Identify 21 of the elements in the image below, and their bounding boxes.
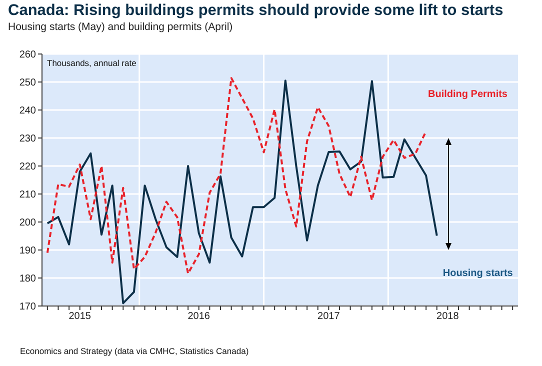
x-tick-label: 2017 bbox=[318, 311, 340, 322]
x-tick-label: 2018 bbox=[436, 311, 460, 322]
chart-title: Canada: Rising buildings permits should provide some lift to starts bbox=[8, 2, 504, 20]
y-tick-label: 190 bbox=[19, 246, 36, 257]
y-tick-label: 250 bbox=[19, 78, 36, 89]
line-series bbox=[46, 77, 428, 275]
y-tick-label: 170 bbox=[19, 302, 36, 313]
y-tick-label: 230 bbox=[19, 134, 36, 145]
text: Building Permits bbox=[428, 89, 508, 100]
x-tick-label: 2015 bbox=[68, 311, 92, 322]
y-tick-label: 240 bbox=[19, 106, 36, 117]
text: Economics and Strategy (data via CMHC, Statistics Canada) bbox=[20, 346, 249, 356]
y-tick-label: 200 bbox=[19, 218, 36, 229]
y-tick-label: 220 bbox=[19, 162, 36, 173]
y-tick-label: 210 bbox=[19, 190, 36, 201]
y-tick-label: 180 bbox=[19, 274, 36, 285]
y-tick-label: 260 bbox=[19, 50, 36, 61]
chart-subtitle: Housing starts (May) and building permits (April) bbox=[8, 21, 233, 33]
y-axis-title: Thousands, annual rate bbox=[47, 58, 136, 68]
text: Housing starts bbox=[442, 268, 513, 280]
x-tick-label: 2016 bbox=[188, 311, 210, 322]
